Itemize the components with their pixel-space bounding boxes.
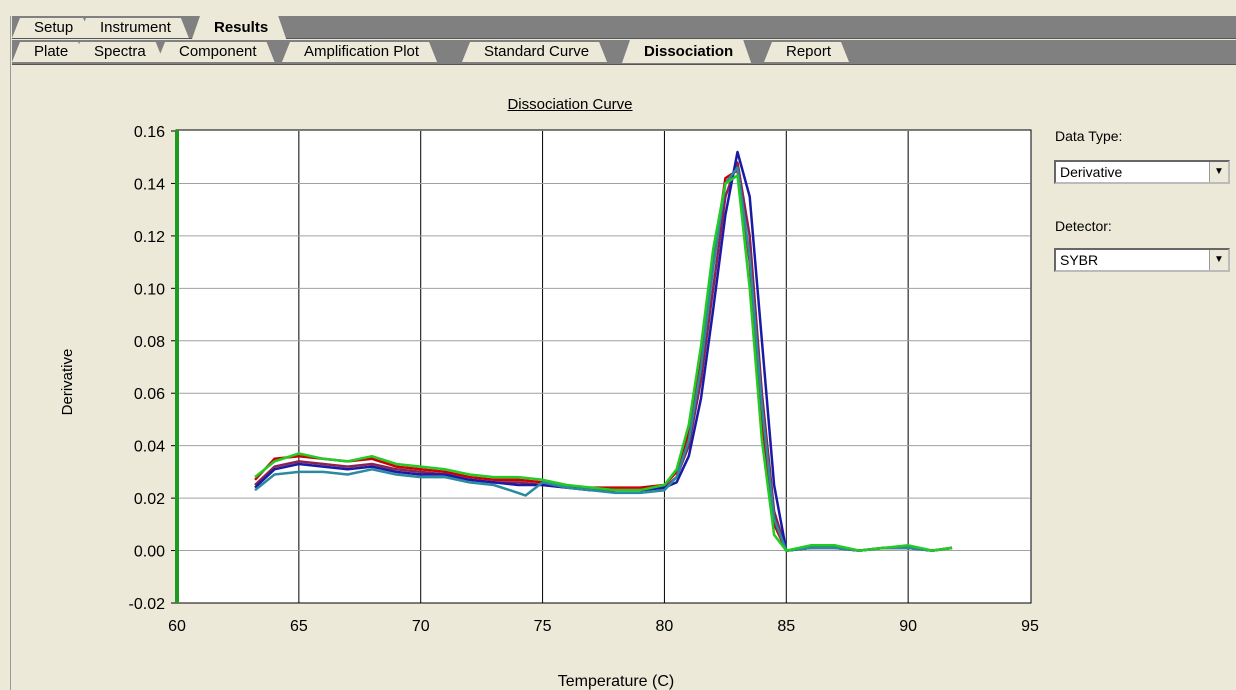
y-tick-label: 0.16	[134, 124, 165, 141]
x-axis-ticks: 60 65 70 75 80 85 90 95	[168, 618, 1039, 635]
y-tick-label: 0.00	[134, 544, 165, 561]
x-tick-label: 60	[168, 618, 186, 635]
detector-value: SYBR	[1060, 252, 1099, 268]
y-axis-label: Derivative	[59, 349, 76, 416]
dropdown-arrow-icon[interactable]: ▼	[1209, 250, 1228, 270]
tab-amplification-plot[interactable]: Amplification Plot	[282, 42, 437, 62]
grid-lines	[177, 131, 1030, 603]
y-axis-ticks: -0.02 0.00 0.02 0.04 0.06 0.08 0.10 0.12 0.14 0.1…	[129, 124, 177, 613]
detector-select[interactable]: SYBR ▼	[1054, 248, 1230, 272]
series-line-5	[254, 174, 953, 552]
chart-title: Dissociation Curve	[507, 96, 633, 113]
data-type-label: Data Type:	[1055, 128, 1123, 144]
tab-setup[interactable]: Setup	[12, 18, 91, 38]
y-tick-label: 0.08	[134, 334, 165, 351]
detector-label: Detector:	[1055, 218, 1112, 234]
tab-dissociation[interactable]: Dissociation	[622, 40, 751, 63]
tab-instrument[interactable]: Instrument	[78, 18, 189, 38]
tab-component[interactable]: Component	[157, 42, 275, 62]
x-axis-label: Temperature (C)	[558, 673, 674, 690]
x-tick-label: 65	[290, 618, 308, 635]
x-tick-label: 80	[656, 618, 674, 635]
y-tick-label: 0.12	[134, 229, 165, 246]
main-tab-bar: Setup Instrument Results	[12, 16, 1236, 39]
data-type-value: Derivative	[1060, 164, 1123, 180]
x-tick-label: 95	[1021, 618, 1039, 635]
data-type-select[interactable]: Derivative ▼	[1054, 160, 1230, 184]
tab-report[interactable]: Report	[764, 42, 849, 62]
x-tick-label: 70	[412, 618, 430, 635]
tab-spectra[interactable]: Spectra	[72, 42, 164, 62]
y-tick-label: 0.04	[134, 439, 165, 456]
data-series	[254, 150, 953, 552]
plot-area	[175, 129, 1032, 604]
y-tick-label: 0.06	[134, 386, 165, 403]
series-line-4	[254, 166, 953, 552]
y-tick-label: 0.02	[134, 491, 165, 508]
y-tick-label: -0.02	[129, 596, 166, 613]
dropdown-arrow-icon[interactable]: ▼	[1209, 162, 1228, 182]
tab-standard-curve[interactable]: Standard Curve	[462, 42, 607, 62]
y-tick-label: 0.10	[134, 281, 165, 298]
x-tick-label: 90	[899, 618, 917, 635]
x-tick-label: 85	[777, 618, 795, 635]
results-sub-tab-bar: Plate Spectra Component Amplification Pl…	[12, 40, 1236, 65]
y-tick-label: 0.14	[134, 176, 165, 193]
tab-plate[interactable]: Plate	[12, 42, 86, 62]
left-frame-border	[0, 16, 11, 690]
tab-results[interactable]: Results	[192, 16, 286, 39]
x-tick-label: 75	[534, 618, 552, 635]
